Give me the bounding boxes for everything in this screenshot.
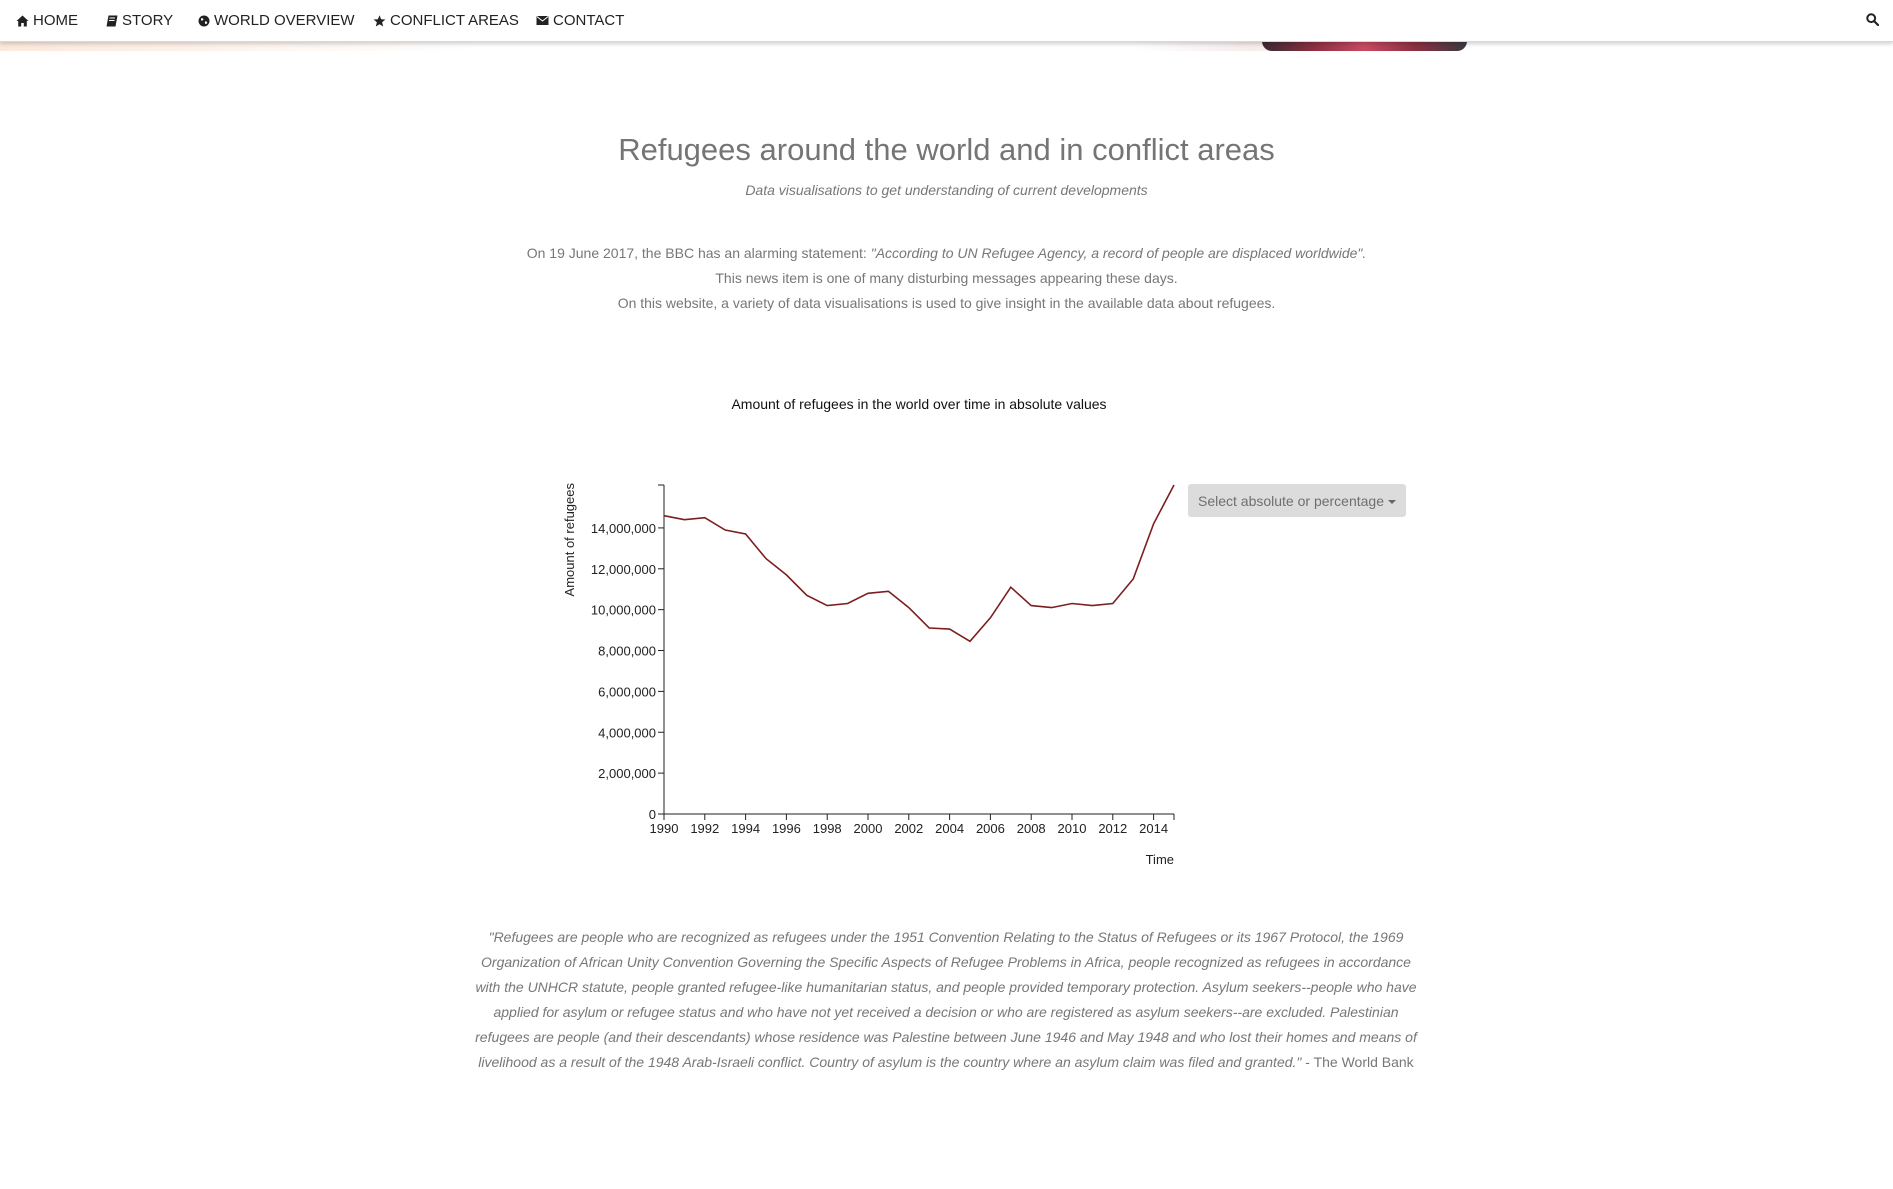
y-tick-label: 10,000,000	[591, 603, 656, 618]
y-tick-label: 8,000,000	[598, 644, 656, 659]
x-tick-label: 2008	[1017, 821, 1046, 836]
caret-down-icon	[1388, 499, 1396, 504]
definition-quote: "Refugees are people who are recognized …	[470, 925, 1422, 1075]
x-tick-label: 2002	[894, 821, 923, 836]
intro-line-2: This news item is one of many disturbing…	[715, 270, 1178, 286]
search-icon	[1866, 13, 1880, 27]
nav-contact-label: CONTACT	[553, 12, 625, 29]
nav-world-overview-label: WORLD OVERVIEW	[214, 12, 355, 29]
nav-conflict-areas-label: CONFLICT AREAS	[390, 12, 519, 29]
book-icon	[106, 15, 118, 26]
nav-home[interactable]: HOME	[16, 12, 78, 29]
hero-image-strip	[0, 41, 1893, 51]
quote-source: - The World Bank	[1301, 1054, 1414, 1070]
x-tick-label: 1992	[690, 821, 719, 836]
intro-quote: "According to UN Refugee Agency, a recor…	[870, 245, 1367, 261]
dropdown-label: Select absolute or percentage	[1197, 492, 1384, 509]
y-tick-label: 0	[649, 807, 656, 822]
y-tick-label: 2,000,000	[598, 766, 656, 781]
star-icon	[373, 14, 386, 26]
x-tick-label: 1996	[772, 821, 801, 836]
navbar: HOME STORY WORLD OVERVIEW CONFLICT AREAS…	[0, 0, 1893, 42]
hero-image	[1262, 41, 1467, 51]
intro-text: On 19 June 2017, the BBC has an alarming…	[0, 241, 1893, 316]
intro-line-3: On this website, a variety of data visua…	[617, 295, 1276, 311]
x-tick-label: 1998	[813, 821, 842, 836]
y-axis-label: Amount of refugees	[562, 483, 577, 597]
x-tick-label: 2012	[1098, 821, 1127, 836]
nav-world-overview[interactable]: WORLD OVERVIEW	[198, 12, 355, 29]
nav-home-label: HOME	[33, 12, 78, 29]
x-tick-label: 2010	[1058, 821, 1087, 836]
y-tick-label: 6,000,000	[598, 684, 656, 699]
series-line	[663, 484, 1175, 643]
intro-line-1: On 19 June 2017, the BBC has an alarming…	[0, 241, 1893, 266]
nav-contact[interactable]: CONTACT	[536, 12, 624, 29]
home-icon	[16, 15, 29, 26]
x-tick-label: 1990	[650, 821, 679, 836]
x-tick-label: 2006	[976, 821, 1005, 836]
x-axis-label: Time	[1146, 852, 1174, 867]
y-tick-label: 4,000,000	[598, 725, 656, 740]
absolute-percentage-dropdown[interactable]: Select absolute or percentage	[1188, 484, 1406, 517]
y-tick-label: 14,000,000	[591, 521, 656, 536]
y-tick-label: 12,000,000	[591, 562, 656, 577]
x-tick-label: 2004	[935, 821, 964, 836]
nav-conflict-areas[interactable]: CONFLICT AREAS	[373, 12, 519, 29]
quote-text: "Refugees are people who are recognized …	[475, 929, 1417, 1070]
chart-title: Amount of refugees in the world over tim…	[731, 396, 1107, 412]
page-subtitle: Data visualisations to get understanding…	[745, 182, 1148, 198]
envelope-icon	[536, 16, 549, 25]
x-tick-label: 2014	[1139, 821, 1168, 836]
nav-story[interactable]: STORY	[106, 12, 173, 29]
x-tick-label: 2000	[854, 821, 883, 836]
search-button[interactable]	[1866, 13, 1880, 31]
page-title: Refugees around the world and in conflic…	[618, 132, 1275, 167]
refugees-line-chart: 0 2,000,000 4,000,000 6,000,000 8,000,000 10,…	[562, 483, 1175, 867]
globe-icon	[198, 15, 210, 26]
intro-line-1-prefix: On 19 June 2017, the BBC has an alarming…	[526, 245, 867, 261]
x-tick-label: 1994	[731, 821, 760, 836]
nav-story-label: STORY	[122, 12, 174, 29]
